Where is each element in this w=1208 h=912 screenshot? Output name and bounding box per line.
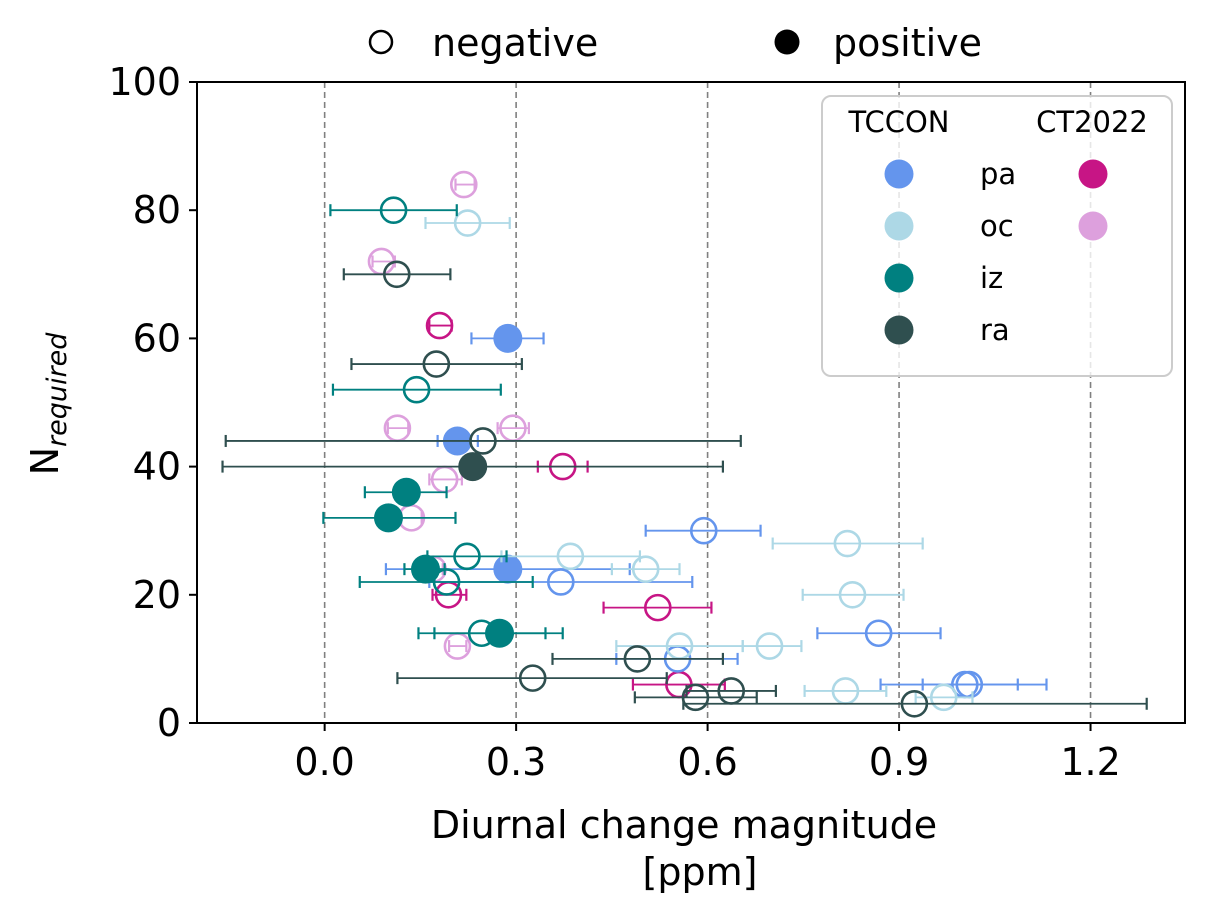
- point-tccon-iz-negative: [453, 542, 481, 571]
- legend-marker-tccon-ra: [884, 315, 914, 345]
- y-tick-label: 100: [108, 60, 181, 104]
- x-tick-label: 0.0: [294, 740, 354, 784]
- point-tccon-ra-negative: [469, 427, 497, 455]
- y-axis-label-main: N: [23, 447, 67, 475]
- errorbar-tccon-pa: [921, 678, 1019, 691]
- errorbar-tccon-oc: [741, 640, 803, 653]
- x-axis-label: Diurnal change magnitude: [431, 803, 937, 847]
- point-tccon-oc-negative: [631, 555, 660, 583]
- errorbar-tccon-ra: [350, 358, 523, 371]
- sign-legend-negative-label: negative: [432, 21, 598, 65]
- x-axis-unit-label: [ppm]: [643, 850, 758, 894]
- point-ct2022-pa-negative: [644, 593, 672, 622]
- errorbar-tccon-iz: [329, 204, 458, 217]
- plot-frame: [196, 81, 1186, 724]
- errorbar-tccon-ra: [551, 652, 725, 665]
- point-tccon-oc-negative: [833, 529, 862, 558]
- x-tick-label: 0.3: [486, 740, 546, 784]
- errorbar-ct2022-oc: [448, 640, 468, 653]
- legend-marker-tccon-iz: [884, 263, 914, 293]
- point-tccon-ra-negative: [382, 260, 411, 289]
- errorbar-tccon-ra: [682, 697, 1148, 710]
- sign-legend: negative positive: [368, 21, 982, 65]
- errorbar-tccon-ra: [396, 672, 668, 685]
- filled-circle-icon: [774, 29, 800, 55]
- point-tccon-oc-negative: [929, 683, 958, 712]
- errorbar-ct2022-oc: [496, 422, 530, 435]
- point-tccon-oc-negative: [838, 580, 867, 609]
- point-tccon-oc-negative: [755, 632, 784, 660]
- errorbar-tccon-oc: [424, 217, 511, 230]
- series-tccon-oc: [424, 209, 974, 712]
- point-ct2022-oc-negative: [449, 170, 478, 199]
- legend-marker-ct2022-pa: [1078, 159, 1108, 189]
- data-marks: [221, 170, 1148, 718]
- point-tccon-iz-positive: [373, 503, 403, 533]
- point-tccon-pa-positive: [493, 323, 523, 353]
- y-tick-label: 0: [157, 701, 181, 745]
- errorbar-tccon-ra: [224, 434, 742, 447]
- errorbar-tccon-pa: [816, 627, 942, 640]
- point-tccon-ra-negative: [518, 664, 547, 692]
- errorbar-ct2022-pa: [602, 601, 713, 614]
- point-tccon-pa-negative: [546, 568, 575, 596]
- errorbar-tccon-iz: [358, 575, 534, 588]
- gridlines: [323, 82, 1092, 723]
- point-tccon-pa-negative: [864, 619, 893, 648]
- series-tccon-iz: [322, 196, 564, 648]
- point-tccon-ra-positive: [458, 452, 488, 482]
- point-tccon-ra-negative: [681, 683, 710, 712]
- errorbar-tccon-pa: [644, 524, 762, 537]
- y-tick-label: 20: [133, 573, 181, 617]
- sign-legend-positive-label: positive: [833, 21, 982, 65]
- point-tccon-iz-positive: [391, 477, 421, 507]
- legend-header-tccon: TCCON: [847, 105, 949, 139]
- x-tick-label: 0.6: [677, 740, 737, 784]
- legend-header-ct2022: CT2022: [1036, 105, 1148, 139]
- point-tccon-iz-negative: [432, 568, 461, 596]
- point-tccon-iz-negative: [379, 196, 408, 224]
- point-tccon-ra-negative: [422, 350, 451, 378]
- legend-marker-tccon-pa: [884, 159, 914, 189]
- errorbar-tccon-ra: [342, 268, 452, 281]
- point-tccon-pa-negative: [689, 516, 718, 545]
- point-tccon-pa-positive: [493, 554, 523, 584]
- site-legend: TCCON CT2022 pa oc iz ra: [821, 95, 1173, 377]
- x-tick-label: 0.9: [869, 740, 929, 784]
- point-tccon-ra-negative: [623, 645, 652, 673]
- point-ct2022-pa-negative: [425, 311, 454, 340]
- point-tccon-iz-positive: [410, 554, 440, 584]
- y-tick-label: 60: [133, 316, 181, 360]
- legend-label-ra: ra: [980, 313, 1010, 347]
- errorbar-tccon-ra: [633, 691, 758, 704]
- legend-label-pa: pa: [980, 157, 1016, 191]
- point-tccon-oc-negative: [556, 542, 585, 571]
- legend-marker-tccon-oc: [884, 211, 914, 241]
- y-axis-label: Nrequired: [23, 332, 73, 476]
- open-circle-icon: [368, 29, 394, 55]
- x-tick-label: 1.2: [1060, 740, 1120, 784]
- point-tccon-ra-negative: [900, 689, 929, 718]
- legend-marker-ct2022-oc: [1078, 211, 1108, 241]
- errorbar-tccon-oc: [803, 684, 888, 697]
- axis-ticks: 0.0 0.3 0.6 0.9 1.2 0 20 40 60 80 100: [108, 60, 1120, 784]
- point-tccon-oc-negative: [453, 209, 482, 237]
- errorbar-tccon-iz: [331, 383, 502, 396]
- errorbar-tccon-oc: [610, 563, 681, 576]
- errorbar-tccon-oc: [801, 588, 905, 601]
- y-axis-label-subscript: required: [42, 332, 73, 447]
- series-tccon-ra: [221, 260, 1148, 718]
- point-tccon-iz-negative: [402, 375, 431, 404]
- legend-label-iz: iz: [980, 261, 1003, 295]
- y-tick-label: 80: [133, 188, 181, 232]
- legend-label-oc: oc: [980, 209, 1014, 243]
- point-tccon-iz-positive: [485, 618, 515, 648]
- errorbar-tccon-oc: [771, 537, 924, 550]
- y-tick-label: 40: [133, 445, 181, 489]
